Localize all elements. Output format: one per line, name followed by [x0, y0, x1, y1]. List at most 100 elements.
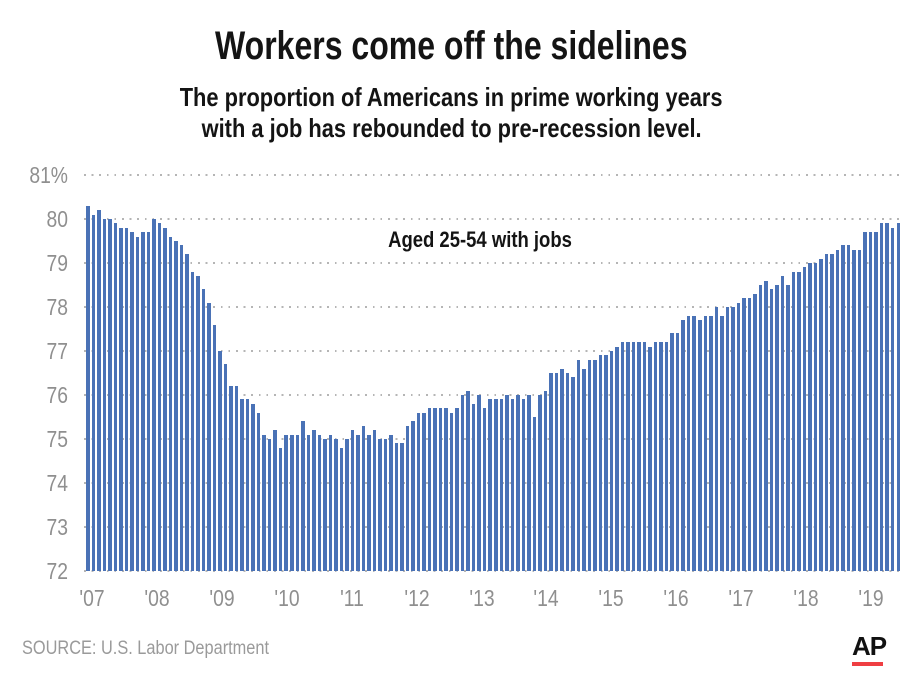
bar	[653, 342, 658, 571]
bar	[686, 315, 691, 571]
bar	[290, 434, 294, 571]
chart-subtitle-line1: The proportion of Americans in prime wor…	[180, 82, 723, 112]
bar	[108, 219, 112, 571]
bar	[130, 232, 134, 571]
chart-subtitle-line2: with a job has rebounded to pre-recessio…	[201, 113, 702, 143]
bar	[256, 412, 261, 571]
bar	[670, 333, 674, 571]
bar	[576, 359, 581, 571]
bar	[411, 421, 415, 571]
x-tick-label: '18	[793, 585, 819, 611]
bar	[367, 434, 371, 571]
chart-title-text: Workers come off the sidelines	[215, 24, 688, 68]
bar	[499, 399, 504, 571]
ap-logo-text: AP	[852, 631, 887, 661]
bar	[736, 302, 741, 571]
bar	[560, 368, 564, 571]
bar	[615, 346, 619, 571]
bar	[91, 214, 95, 571]
bar	[896, 223, 900, 571]
bar	[416, 412, 421, 571]
y-tick-label: 73	[46, 514, 68, 540]
bar	[152, 219, 156, 571]
x-tick-label: '15	[598, 585, 625, 611]
y-tick-label: 75	[46, 426, 68, 452]
bar	[797, 271, 801, 571]
gridline	[84, 218, 900, 220]
source-credit: SOURCE: U.S. Labor Department	[22, 638, 270, 659]
gridline	[84, 174, 900, 176]
x-tick-label: '13	[468, 585, 495, 611]
bar	[791, 271, 796, 571]
x-tick-label: '19	[858, 585, 884, 611]
bar	[196, 276, 200, 571]
bar	[598, 355, 603, 571]
bar	[620, 342, 625, 571]
bar	[135, 236, 140, 571]
bar	[841, 245, 845, 571]
bar	[747, 298, 752, 571]
bar	[890, 227, 895, 571]
bar	[852, 249, 856, 571]
bar	[460, 395, 465, 571]
x-tick-label: '11	[339, 585, 364, 611]
gridline	[84, 570, 900, 572]
bar	[527, 395, 531, 571]
bar	[323, 439, 327, 571]
bar	[835, 249, 840, 571]
bar	[593, 359, 597, 571]
gridline	[84, 306, 900, 308]
bar	[571, 377, 575, 571]
gridline	[84, 262, 900, 264]
gridline	[84, 482, 900, 484]
bar	[444, 408, 448, 571]
bar	[334, 439, 338, 571]
bar	[157, 223, 162, 571]
bar	[190, 271, 195, 571]
x-tick-label: '17	[728, 585, 754, 611]
bar	[753, 293, 757, 571]
bar	[494, 399, 498, 571]
bar	[223, 364, 228, 571]
y-tick-label: 80	[46, 206, 68, 232]
bar	[212, 324, 217, 571]
bar	[251, 403, 255, 571]
bar	[339, 447, 344, 571]
bar	[863, 232, 867, 571]
bar	[698, 320, 702, 571]
bar	[168, 236, 173, 571]
bar	[554, 373, 559, 571]
bar	[185, 254, 189, 571]
gridline	[84, 526, 900, 528]
bar	[471, 403, 476, 571]
bar	[328, 434, 333, 571]
bar	[769, 289, 774, 571]
bar	[449, 412, 454, 571]
y-tick-label: 77	[46, 338, 68, 364]
bar	[780, 276, 785, 571]
x-tick-label: '14	[533, 585, 560, 611]
bar	[642, 342, 647, 571]
bar	[345, 439, 349, 571]
bar	[295, 434, 300, 571]
bar	[587, 359, 592, 571]
bar	[758, 285, 763, 571]
bar	[510, 399, 515, 571]
x-tick-label: '12	[403, 585, 430, 611]
bar	[637, 342, 641, 571]
bar	[742, 298, 746, 571]
ap-logo-red-bar	[852, 662, 883, 666]
x-tick-label: '16	[663, 585, 689, 611]
bar	[97, 210, 101, 571]
bar	[582, 368, 586, 571]
bar	[775, 285, 779, 571]
bar	[278, 447, 283, 571]
bar	[609, 351, 614, 571]
bar	[389, 434, 393, 571]
bar	[731, 307, 735, 571]
bar	[361, 425, 366, 571]
bar	[113, 223, 118, 571]
bar	[455, 408, 459, 571]
bar	[356, 434, 360, 571]
bar	[659, 342, 663, 571]
